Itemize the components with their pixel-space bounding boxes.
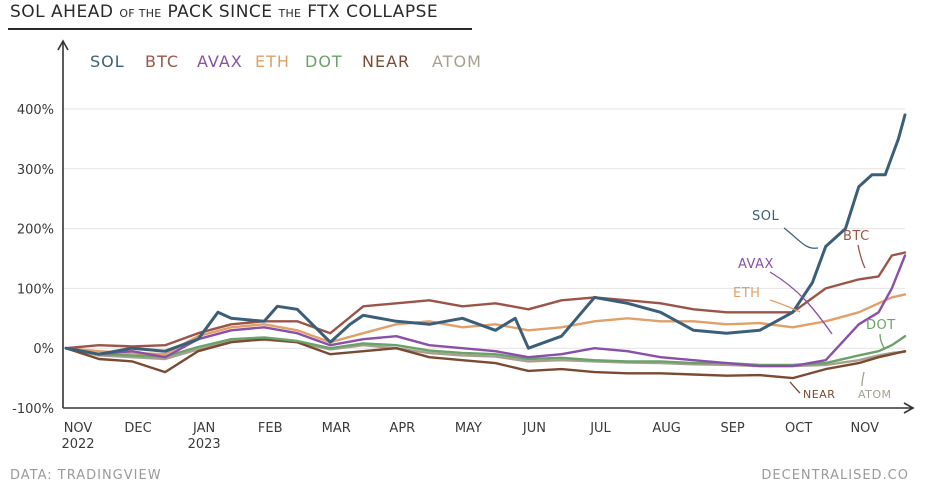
legend-entry-avax: AVAX	[197, 52, 243, 71]
annotation-label-near: NEAR	[803, 388, 835, 401]
y-tick-label: 0%	[33, 342, 54, 357]
annotation-label-atom: ATOM	[858, 388, 892, 401]
annotation-label-avax: AVAX	[738, 257, 774, 272]
x-tick-label: OCT	[785, 421, 812, 436]
series-line-avax	[64, 254, 907, 368]
legend-entry-atom: ATOM	[432, 52, 482, 71]
chart-title: SOL AHEAD OF THE PACK SINCE THE FTX COLL…	[10, 2, 438, 22]
y-tick-label: 200%	[17, 223, 54, 238]
annotation-label-eth: ETH	[733, 286, 760, 301]
series-line-btc	[64, 251, 907, 350]
series-line-eth	[64, 293, 907, 356]
annotation-label-dot: DOT	[866, 318, 896, 333]
x-tick-label: DEC	[124, 421, 151, 436]
legend-entry-btc: BTC	[145, 52, 179, 71]
title-underline	[8, 28, 472, 30]
x-tick-label: MAR	[322, 421, 351, 436]
x-tick-sublabel: 2023	[188, 437, 221, 452]
title-word-of-the: OF THE	[119, 7, 162, 20]
legend-entry-sol: SOL	[90, 52, 125, 71]
annotation-arrow-atom	[861, 371, 865, 387]
x-tick-label: NOV	[64, 421, 93, 436]
legend-entry-dot: DOT	[305, 52, 343, 71]
series-layer	[64, 113, 907, 380]
legend: SOL BTC AVAX ETH DOT NEAR ATOM	[90, 52, 482, 71]
legend-entry-eth: ETH	[255, 52, 290, 71]
series-line-atom	[64, 338, 907, 368]
annotation-layer: SOL BTC AVAX ETH DOT NEAR ATOM	[733, 209, 896, 401]
annotation-label-btc: BTC	[843, 229, 870, 244]
x-tick-label: FEB	[258, 421, 283, 436]
x-tick-label: JUN	[522, 421, 546, 436]
x-tick-label: APR	[389, 421, 415, 436]
title-word-the: THE	[278, 7, 302, 20]
y-axis-arrow	[57, 39, 69, 51]
x-tick-label: AUG	[652, 421, 680, 436]
title-word-ftx-collapse: FTX COLLAPSE	[307, 2, 439, 22]
y-tick-label: 300%	[17, 163, 54, 178]
y-tick-label: 400%	[17, 103, 54, 118]
series-line-sol	[64, 113, 907, 356]
footer-credit: DECENTRALISED.CO	[761, 468, 909, 483]
y-tick-label: -100%	[12, 402, 54, 417]
footer-source: DATA: TRADINGVIEW	[10, 468, 162, 483]
annotation-arrow-dot	[879, 333, 886, 350]
legend-entry-near: NEAR	[362, 52, 410, 71]
x-tick-label: JAN	[192, 421, 215, 436]
x-tick-label: JUL	[589, 421, 611, 436]
annotation-arrow-near	[789, 381, 801, 394]
series-line-near	[64, 338, 907, 380]
x-tick-label: MAY	[455, 421, 482, 436]
annotation-arrow-btc	[857, 244, 866, 269]
title-word-sol-ahead: SOL AHEAD	[10, 2, 114, 22]
annotation-arrow-avax	[769, 271, 833, 335]
annotation-arrow-eth	[769, 299, 801, 313]
annotation-label-sol: SOL	[752, 209, 779, 224]
y-tick-label: 100%	[17, 282, 54, 297]
x-tick-sublabel: 2022	[61, 437, 94, 452]
x-axis-arrow	[903, 402, 915, 414]
x-tick-label: SEP	[720, 421, 744, 436]
x-tick-label: NOV	[850, 421, 879, 436]
annotation-arrow-sol	[783, 227, 819, 249]
title-word-pack-since: PACK SINCE	[167, 2, 273, 22]
